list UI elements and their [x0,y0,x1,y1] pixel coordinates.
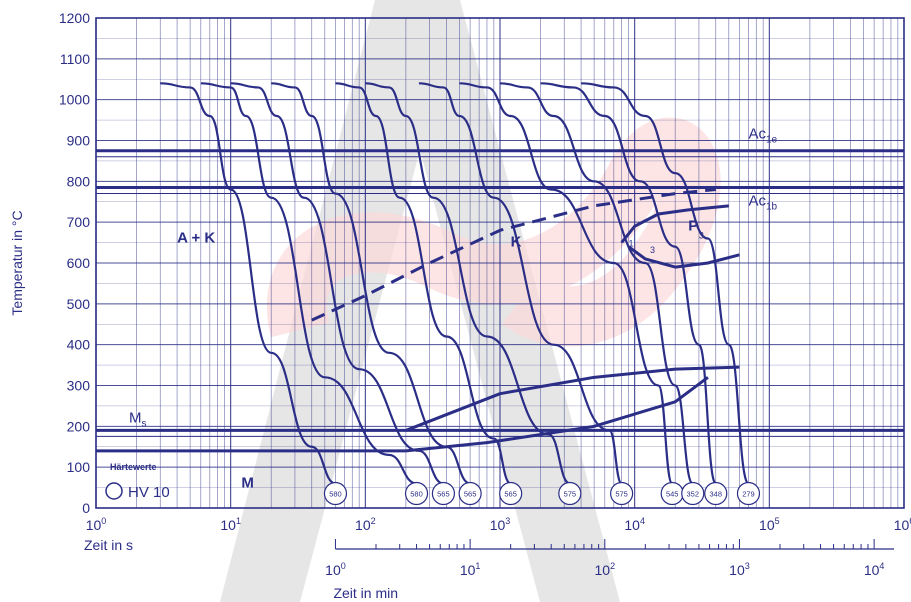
x-tick-exp: 4 [640,516,645,526]
grid [95,17,905,509]
transformation-lines [311,188,740,453]
x-tick-exp: 5 [775,516,780,526]
x-tick-exp: 1 [236,516,241,526]
cooling-curve-8 [459,82,674,485]
hardness-label: 279 [742,490,755,499]
x-tick-label: 103 [490,516,511,533]
pearlite-fraction-label: 3 [650,245,655,255]
hardness-circle [704,481,728,506]
pearlite-fraction-label: 1 [629,239,634,249]
region-label: M [241,475,254,492]
hardness-label: 565 [504,490,517,499]
x2-tick-exp: 0 [341,561,346,571]
y-tick-label: 300 [67,378,91,394]
x2-tick-exp: 1 [475,561,480,571]
cooling-curve-4 [271,82,471,485]
x-tick-label: 100 [86,516,107,533]
cooling-curve-3 [230,82,444,485]
hardness-label: 575 [564,490,577,499]
hardness-circle [736,481,761,506]
annotations: A + K K P M 1 3 3 [177,217,704,491]
hardness-label: 352 [686,490,699,499]
x2-tick-label: 103 [729,561,750,578]
y-tick-label: 700 [67,214,91,230]
legend-title: Härtewerte [110,462,157,472]
y-tick-label: 1200 [59,10,90,26]
ref-label-sub: 1b [766,201,778,212]
x-tick-exp: 6 [909,516,911,526]
y-tick-label: 200 [67,418,91,434]
x2-tick-exp: 4 [879,561,884,571]
tick-labels: 0100200300400500600700800900100011001200… [59,10,911,578]
ref-label-sub: s [142,418,147,429]
hardness-circle [431,481,456,506]
x2-tick-label: 100 [325,561,346,578]
y-tick-label: 100 [67,459,91,475]
axis-titles: Zeit in s Zeit in min Temperatur in °C [9,210,398,601]
y-axis-title: Temperatur in °C [9,210,25,315]
y-tick-label: 1100 [60,51,90,67]
x-tick-label: 106 [894,516,911,533]
y-tick-label: 500 [67,296,91,312]
y-tick-label: 1000 [59,92,90,108]
reference-lines: Ac1e Ac1b Ms [96,126,904,453]
hardness-circle [499,481,523,506]
y-tick-label: 400 [67,337,91,353]
pearlite-fraction-label: 3 [699,231,704,241]
cooling-curve-7 [418,82,623,485]
x-tick-label: 105 [759,516,780,533]
x-tick-exp: 3 [505,516,510,526]
cooling-curve-1 [160,82,336,485]
hardness-values: 580 580 565 565 565 575 575 545 352 348 279 [323,481,761,506]
x2-tick-label: 102 [594,561,615,578]
hardness-circle [458,481,482,506]
y-tick-label: 800 [67,173,91,189]
hardness-label: 580 [410,490,423,499]
x-tick-exp: 2 [371,516,376,526]
cooling-curve-2 [200,82,417,485]
hardness-circle [610,481,634,506]
x2-tick-label: 104 [864,561,885,578]
transformation-carbide-start [311,188,716,322]
cooling-curve-9 [499,82,694,485]
ref-label-sub: 1e [766,135,778,146]
hardness-label: 580 [329,490,342,499]
cooling-curve-5 [335,82,512,485]
y-tick-label: 900 [67,133,91,149]
ref-label-ac1b: Ac1b [748,192,777,212]
x-tick-label: 101 [220,516,241,533]
hardness-circle [323,481,348,506]
x2-tick-label: 101 [460,561,481,578]
hardness-label: 545 [666,490,679,499]
ref-label-ac1e: Ac1e [748,126,777,146]
hardness-label: 575 [615,490,628,499]
hardness-circle [558,481,582,506]
hardness-circle [681,481,705,506]
x-tick-label: 102 [355,516,376,533]
x2-tick-exp: 3 [745,561,750,571]
x-axis-title: Zeit in s [84,537,133,553]
y-tick-label: 0 [82,500,90,516]
legend-circle-icon [105,482,123,500]
hardness-circle [404,481,429,506]
region-label: A + K [177,230,215,247]
x-tick-exp: 0 [101,516,106,526]
region-label: K [511,234,522,251]
hardness-label: 348 [709,490,722,499]
hardness-label: 565 [437,490,450,499]
x-tick-label: 104 [624,516,645,533]
y-tick-label: 600 [67,255,91,271]
hardness-label: 565 [464,490,477,499]
transformation-pearlite-start [620,204,729,244]
x2-tick-exp: 2 [610,561,615,571]
x2-axis-title: Zeit in min [333,585,398,601]
ref-label-ms: Ms [129,409,147,429]
region-label: P [688,217,698,234]
transformation-bainite-lower [405,376,709,453]
legend-label: HV 10 [128,484,170,501]
legend: Härtewerte HV 10 [105,462,170,501]
transformation-pearlite-end [627,245,740,269]
transformation-bainite-upper [405,365,740,432]
